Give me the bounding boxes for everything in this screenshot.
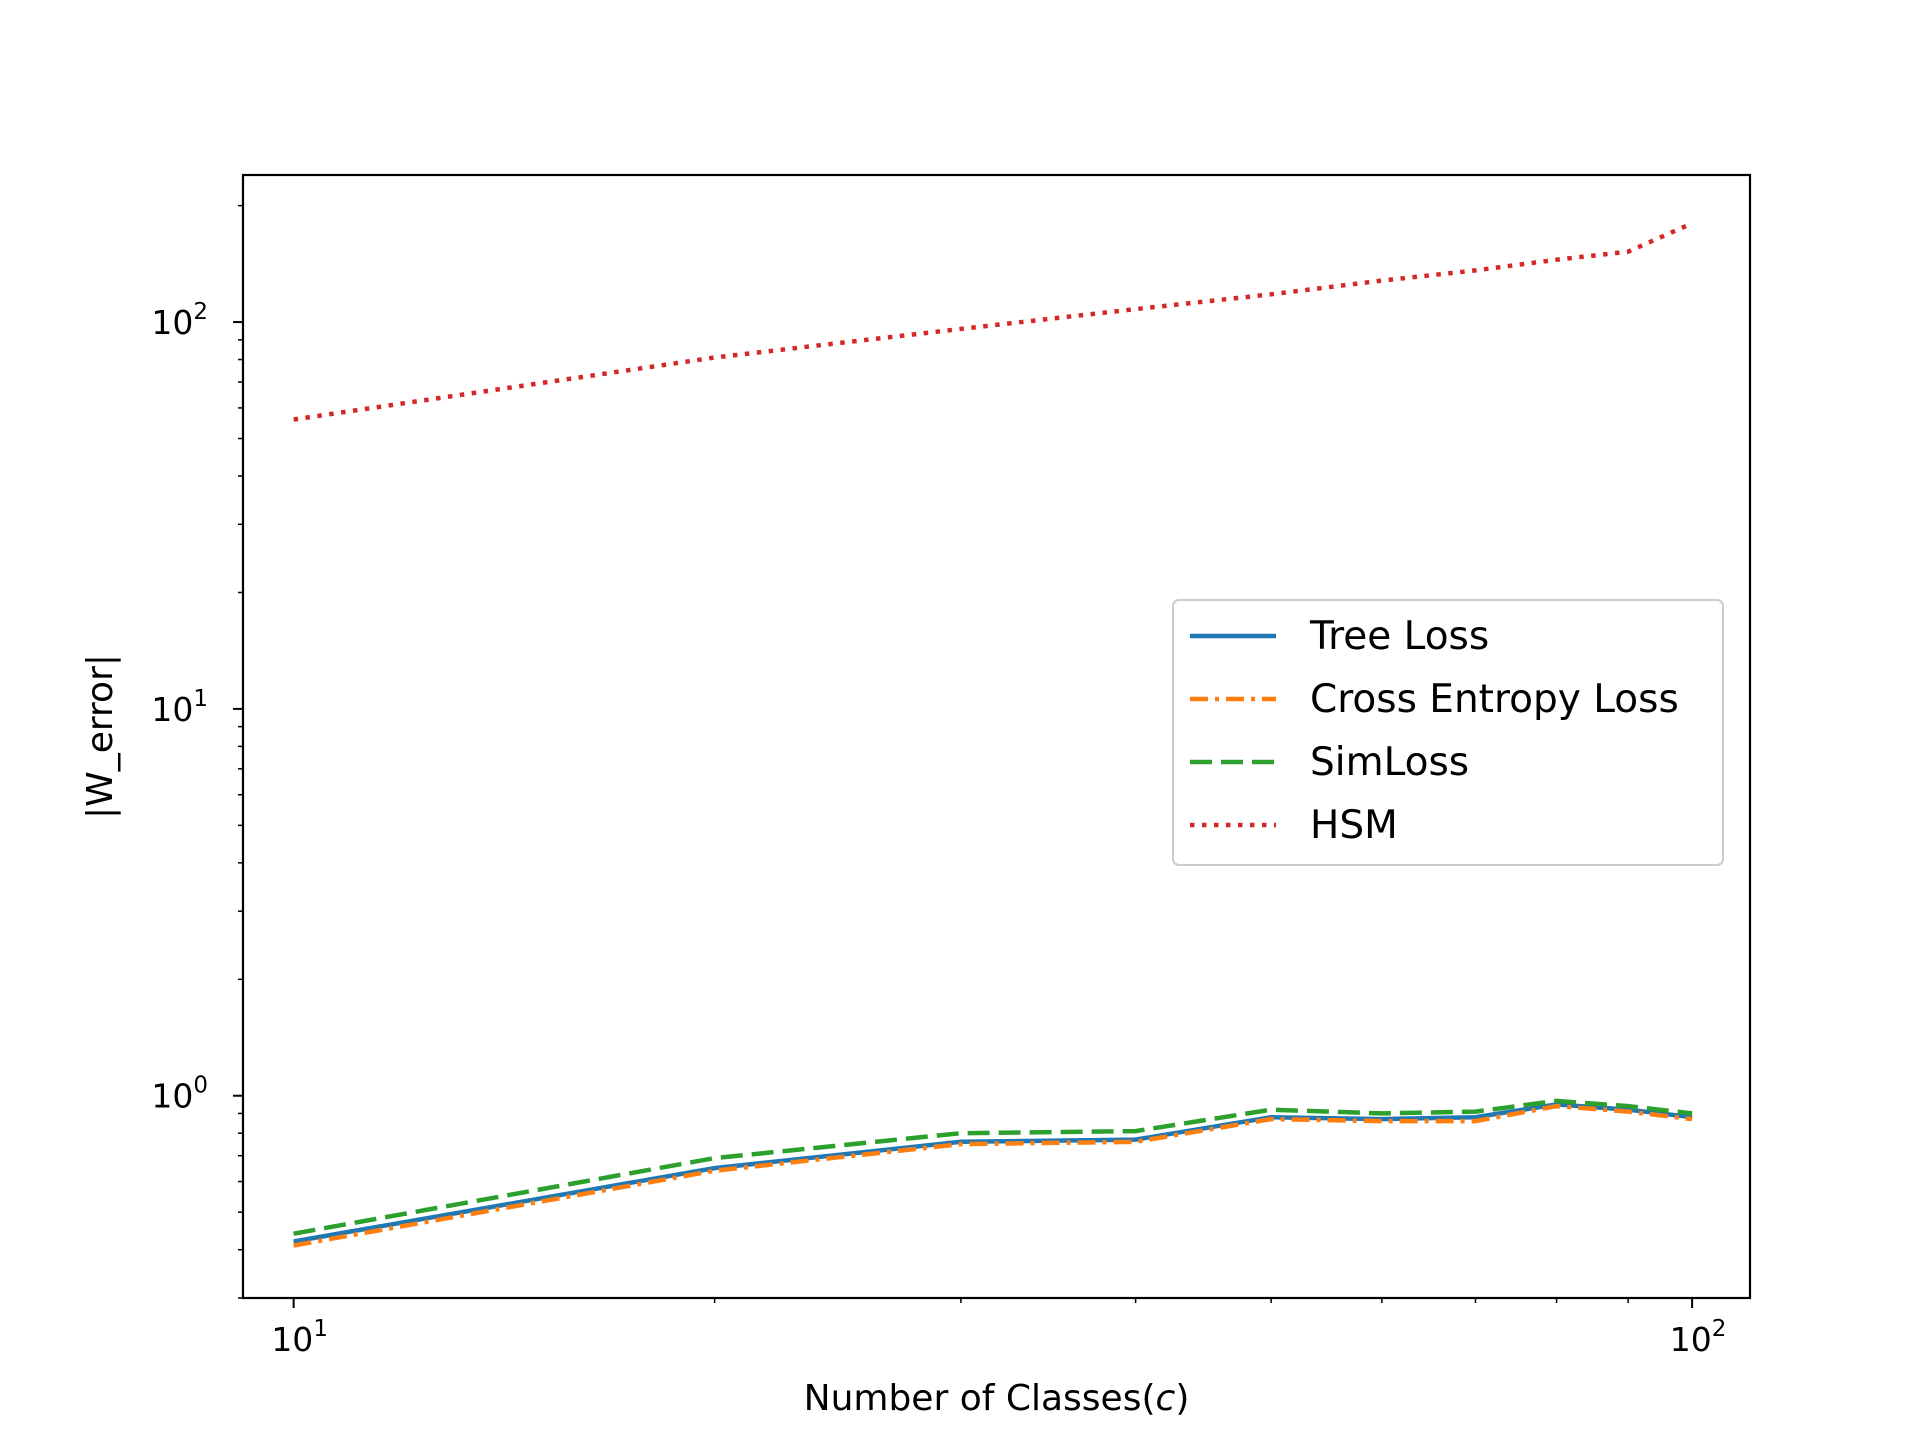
y-tick-label-2: 102 bbox=[151, 299, 208, 342]
legend-box bbox=[1172, 599, 1724, 866]
x-tick-label-0: 101 bbox=[271, 1316, 328, 1359]
legend-label-1: Cross Entropy Loss bbox=[1310, 677, 1679, 722]
legend-label-2: SimLoss bbox=[1310, 740, 1469, 785]
series-line-3 bbox=[293, 221, 1694, 422]
y-tick-label-0: 100 bbox=[151, 1073, 208, 1116]
x-tick-label-1: 102 bbox=[1670, 1316, 1727, 1359]
legend-label-0: Tree Loss bbox=[1309, 614, 1489, 659]
y-axis-title: |W_error| bbox=[80, 654, 121, 819]
y-tick-label-1: 101 bbox=[151, 686, 208, 729]
series-layer bbox=[293, 221, 1694, 1248]
series-line-1 bbox=[293, 1103, 1693, 1248]
legend: Tree Loss Cross Entropy Loss SimLoss HSM bbox=[1172, 599, 1724, 866]
plot-frame bbox=[241, 173, 1752, 1300]
legend-label-3: HSM bbox=[1310, 803, 1398, 848]
x-axis-title: Number of Classes(c) bbox=[804, 1378, 1190, 1419]
series-line-2 bbox=[293, 1098, 1693, 1236]
ticks-layer: 101 102 100 101 102 bbox=[151, 204, 1727, 1359]
